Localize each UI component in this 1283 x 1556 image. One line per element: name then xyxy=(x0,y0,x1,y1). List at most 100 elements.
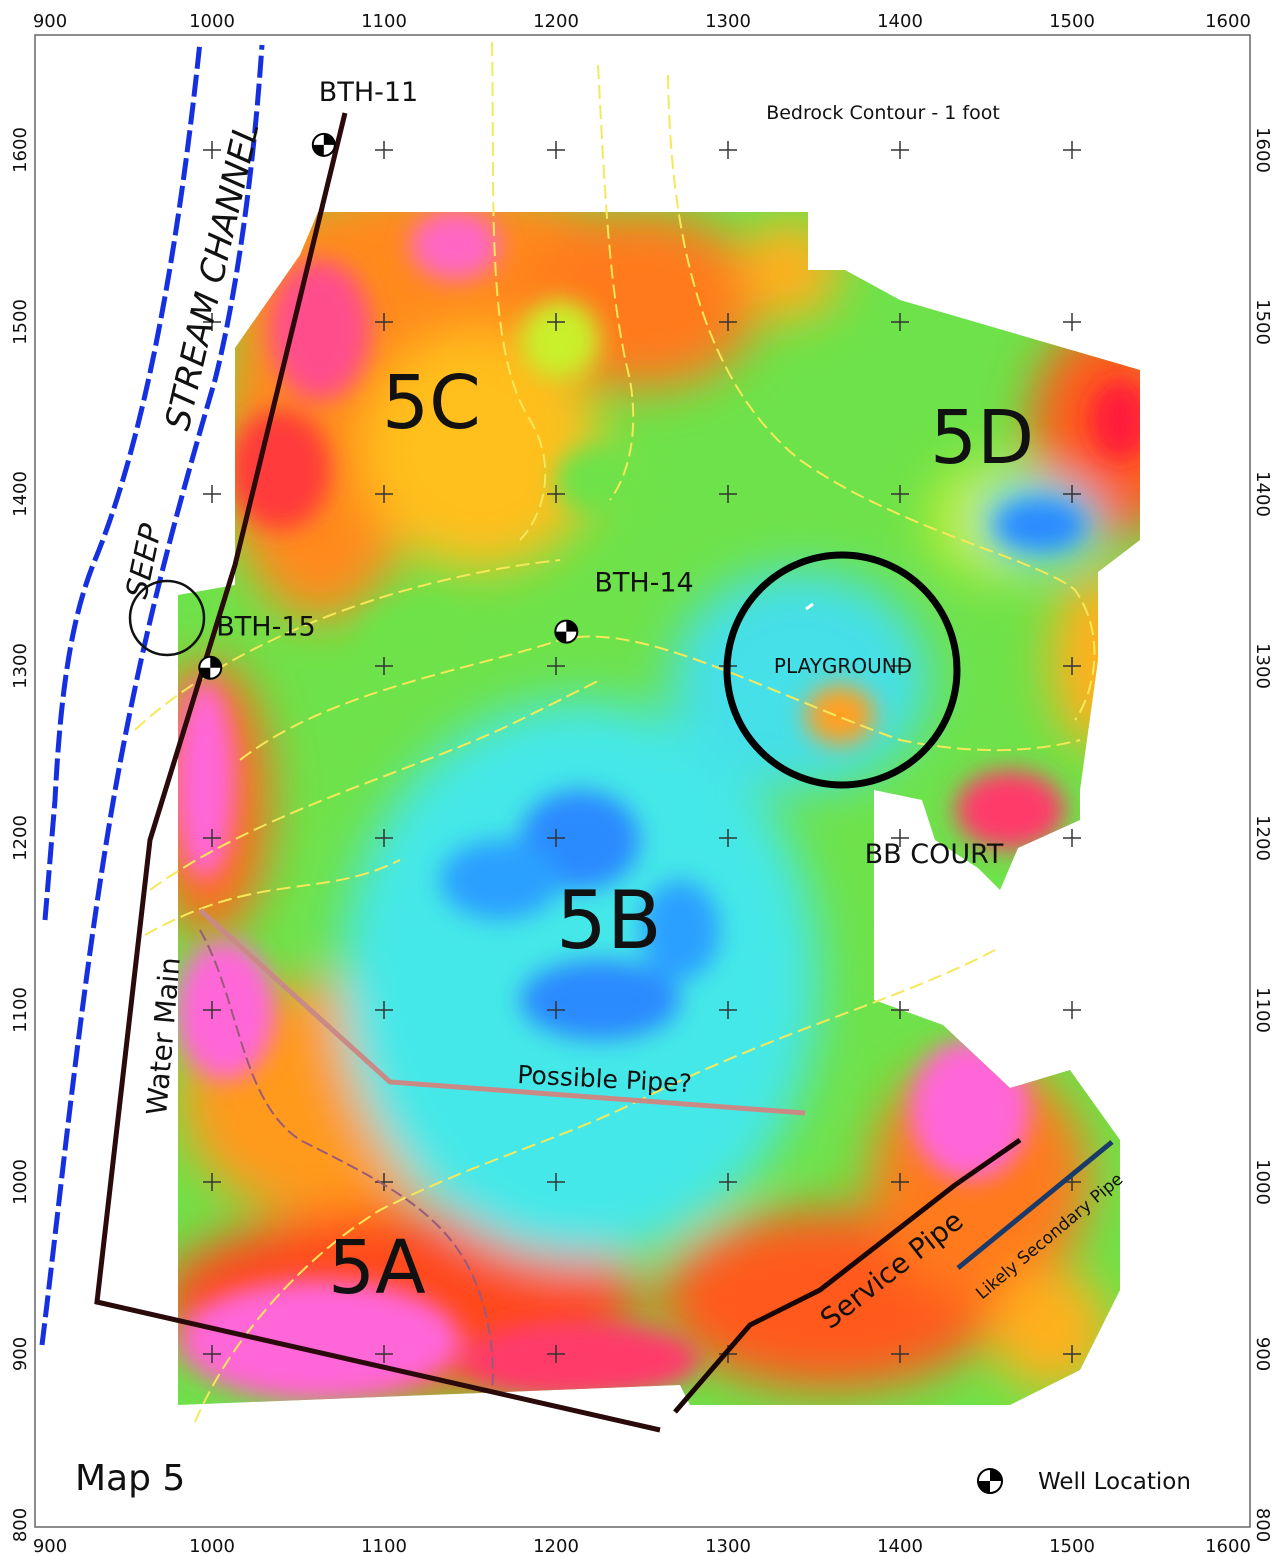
y-tick-right-1600: 1600 xyxy=(1252,127,1273,173)
zone-5a-label: 5A xyxy=(328,1225,426,1311)
x-tick-bottom-1500: 1500 xyxy=(1049,1536,1095,1556)
y-tick-left-800: 800 xyxy=(10,1508,31,1542)
grid-cross xyxy=(547,485,565,503)
y-tick-right-1300: 1300 xyxy=(1252,643,1273,689)
grid-cross xyxy=(719,1173,737,1191)
grid-cross xyxy=(375,313,393,331)
grid-cross xyxy=(203,829,221,847)
zone-5b-label: 5B xyxy=(556,874,662,967)
x-tick-top-1300: 1300 xyxy=(705,11,751,32)
grid-cross xyxy=(547,313,565,331)
y-tick-left-1300: 1300 xyxy=(10,643,31,689)
grid-cross xyxy=(1063,657,1081,675)
grid-cross xyxy=(891,141,909,159)
grid-cross xyxy=(891,1173,909,1191)
grid-cross xyxy=(203,141,221,159)
grid-cross xyxy=(547,1173,565,1191)
grid-cross xyxy=(203,313,221,331)
grid-cross xyxy=(719,313,737,331)
y-tick-right-1100: 1100 xyxy=(1252,987,1273,1033)
grid-crosses xyxy=(203,141,1081,1363)
y-tick-right-1000: 1000 xyxy=(1252,1159,1273,1205)
y-tick-right-1500: 1500 xyxy=(1252,299,1273,345)
y-tick-right-900: 900 xyxy=(1252,1337,1273,1371)
well-marker-bth-14 xyxy=(554,619,579,644)
bb-court-label: BB COURT xyxy=(865,839,1004,870)
x-tick-bottom-1300: 1300 xyxy=(705,1536,751,1556)
well-markers: BTH-11 BTH-14 BTH-15 xyxy=(198,77,694,680)
y-tick-left-1100: 1100 xyxy=(10,987,31,1033)
x-tick-top-1400: 1400 xyxy=(877,11,923,32)
well-location-legend-icon xyxy=(977,1468,1003,1494)
y-tick-left-1500: 1500 xyxy=(10,299,31,345)
grid-cross xyxy=(719,485,737,503)
grid-cross xyxy=(375,141,393,159)
x-tick-bottom-1400: 1400 xyxy=(877,1536,923,1556)
grid-cross xyxy=(891,1345,909,1363)
grid-cross xyxy=(891,313,909,331)
grid-cross xyxy=(375,657,393,675)
white-tick-mark xyxy=(805,602,814,611)
x-tick-bottom-1100: 1100 xyxy=(361,1536,407,1556)
secondary-pipe-line xyxy=(956,1140,1114,1270)
playground-label: PLAYGROUND xyxy=(774,654,912,678)
x-tick-bottom-1200: 1200 xyxy=(533,1536,579,1556)
grid-cross xyxy=(375,1001,393,1019)
x-tick-bottom-1600: 1600 xyxy=(1205,1536,1251,1556)
x-tick-top-1100: 1100 xyxy=(361,11,407,32)
grid-cross xyxy=(1063,485,1081,503)
grid-cross xyxy=(891,485,909,503)
y-tick-left-1000: 1000 xyxy=(10,1159,31,1205)
grid-cross xyxy=(547,657,565,675)
y-tick-right-1400: 1400 xyxy=(1252,471,1273,517)
grid-cross xyxy=(547,1345,565,1363)
y-tick-left-1400: 1400 xyxy=(10,471,31,517)
y-tick-left-1600: 1600 xyxy=(10,127,31,173)
grid-cross xyxy=(719,829,737,847)
grid-cross xyxy=(891,1001,909,1019)
well-location-legend-label: Well Location xyxy=(1038,1469,1191,1495)
x-tick-bottom-900: 900 xyxy=(33,1536,67,1556)
grid-cross xyxy=(547,1001,565,1019)
grid-cross xyxy=(1063,829,1081,847)
well-label-bth-11: BTH-11 xyxy=(319,77,418,108)
grid-cross xyxy=(203,1001,221,1019)
grid-cross xyxy=(1063,313,1081,331)
x-tick-top-1500: 1500 xyxy=(1049,11,1095,32)
possible-pipe-line xyxy=(198,908,806,1391)
survey-field xyxy=(178,212,1140,1405)
well-marker-bth-11 xyxy=(311,132,336,157)
axis-tick-labels: 900 900 1000 1000 1100 1100 1200 1200 1300 1300 14… xyxy=(10,11,1273,1556)
grid-cross xyxy=(1063,1001,1081,1019)
playground-circle xyxy=(723,551,961,789)
x-tick-top-1600: 1600 xyxy=(1205,11,1251,32)
grid-cross xyxy=(1063,141,1081,159)
zone-5c-label: 5C xyxy=(382,360,481,446)
y-tick-left-1200: 1200 xyxy=(10,815,31,861)
grid-cross xyxy=(375,1345,393,1363)
well-label-bth-15: BTH-15 xyxy=(216,612,315,643)
grid-cross xyxy=(203,1345,221,1363)
y-tick-right-1200: 1200 xyxy=(1252,815,1273,861)
seep-circle xyxy=(128,579,206,657)
grid-cross xyxy=(891,657,909,675)
x-tick-top-1200: 1200 xyxy=(533,11,579,32)
seep-label: SEEP xyxy=(120,520,170,602)
map-title: Map 5 xyxy=(75,1458,185,1499)
well-label-bth-14: BTH-14 xyxy=(594,568,693,599)
grid-cross xyxy=(891,829,909,847)
x-tick-top-1000: 1000 xyxy=(189,11,235,32)
well-marker-bth-15 xyxy=(198,655,223,680)
service-pipe-line xyxy=(673,1137,1022,1414)
grid-cross xyxy=(375,485,393,503)
grid-cross xyxy=(547,829,565,847)
x-tick-bottom-1000: 1000 xyxy=(189,1536,235,1556)
y-tick-left-900: 900 xyxy=(10,1337,31,1371)
stream-channel-lines xyxy=(39,41,265,1346)
grid-cross xyxy=(719,141,737,159)
plot-frame xyxy=(34,34,1251,1528)
y-tick-right-800: 800 xyxy=(1252,1508,1273,1542)
zone-5d-label: 5D xyxy=(930,395,1034,481)
grid-cross xyxy=(547,141,565,159)
